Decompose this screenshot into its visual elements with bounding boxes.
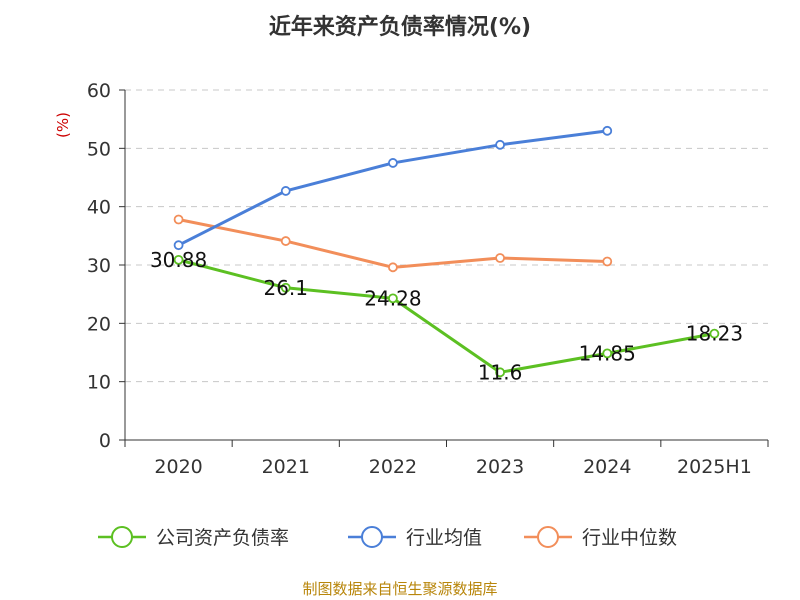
data-point [280,186,291,196]
data-point [280,236,291,246]
data-point [388,293,398,304]
data-source-note: 制图数据来自恒生聚源数据库 [302,580,497,598]
data-point [495,139,505,150]
data-point [709,328,720,339]
legend: 公司资产负债率 行业均值 行业中位数 [98,526,677,549]
x-axis-ticks: 2020 2021 2022 2023 2024 2025H1 [124,440,769,478]
x-tick-label: 2023 [476,456,524,478]
legend-marker [111,526,133,548]
data-point [173,254,184,265]
legend-marker [537,526,559,548]
x-tick-label: 2024 [583,456,631,478]
legend-label: 行业中位数 [582,527,677,549]
y-tick-label: 60 [87,80,111,102]
series-line [178,218,608,269]
y-tick-label: 0 [99,430,111,452]
legend-label: 行业均值 [406,527,482,549]
data-point [173,214,184,225]
series-line [178,258,715,374]
data-point [602,348,613,359]
data-point [602,256,613,267]
y-tick-label: 20 [87,313,111,335]
y-tick-label: 50 [87,138,111,160]
grid-lines [125,89,768,383]
data-point [173,240,184,251]
data-point [602,125,613,136]
x-tick-label: 2025H1 [677,456,752,478]
y-tick-label: 40 [87,197,111,219]
data-label: 30.88 [150,248,207,272]
y-axis-unit: (%) [54,112,72,138]
x-tick-label: 2020 [154,456,202,478]
data-label: 18.23 [686,322,743,346]
y-tick-label: 10 [87,372,111,394]
y-axis-ticks: 0 10 20 30 40 50 60 [87,80,125,452]
data-point [388,262,398,273]
legend-label: 公司资产负债率 [156,527,289,549]
data-point [280,282,291,293]
data-labels: 30.88 26.1 24.28 11.6 14.85 18.23 [150,248,743,384]
data-label: 14.85 [579,341,636,365]
data-label: 26.1 [263,276,308,300]
y-tick-label: 30 [87,255,111,277]
x-tick-label: 2021 [262,456,310,478]
data-point [495,253,505,263]
data-label: 11.6 [478,360,523,384]
data-label: 24.28 [364,286,421,310]
x-tick-label: 2022 [369,456,417,478]
data-point [388,158,398,168]
legend-marker [361,526,383,548]
data-point [495,367,505,378]
series-group [173,125,720,378]
chart-title: 近年来资产负债率情况(%) [269,14,531,40]
